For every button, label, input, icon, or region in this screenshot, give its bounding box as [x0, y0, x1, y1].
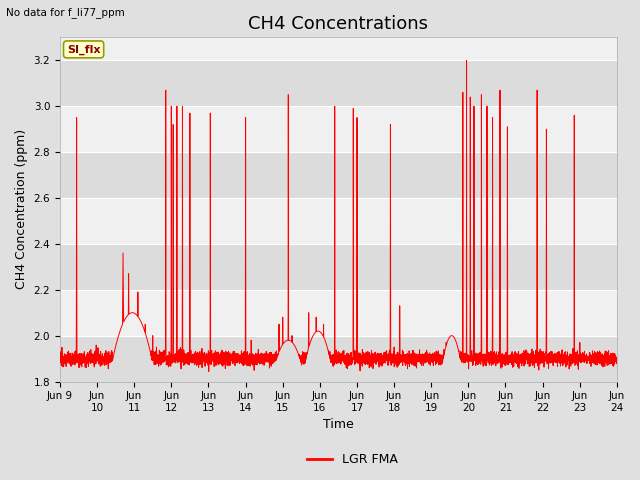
Bar — [60, 60, 617, 106]
Text: No data for f_li77_ppm: No data for f_li77_ppm — [6, 7, 125, 18]
X-axis label: Time: Time — [323, 419, 354, 432]
Bar — [60, 244, 617, 290]
Bar — [60, 198, 617, 244]
Bar — [60, 106, 617, 152]
Bar — [60, 290, 617, 336]
Bar — [60, 336, 617, 382]
Title: CH4 Concentrations: CH4 Concentrations — [248, 15, 428, 33]
Bar — [60, 152, 617, 198]
Text: SI_flx: SI_flx — [67, 44, 100, 55]
Legend: LGR FMA: LGR FMA — [301, 448, 403, 471]
Y-axis label: CH4 Concentration (ppm): CH4 Concentration (ppm) — [15, 130, 28, 289]
